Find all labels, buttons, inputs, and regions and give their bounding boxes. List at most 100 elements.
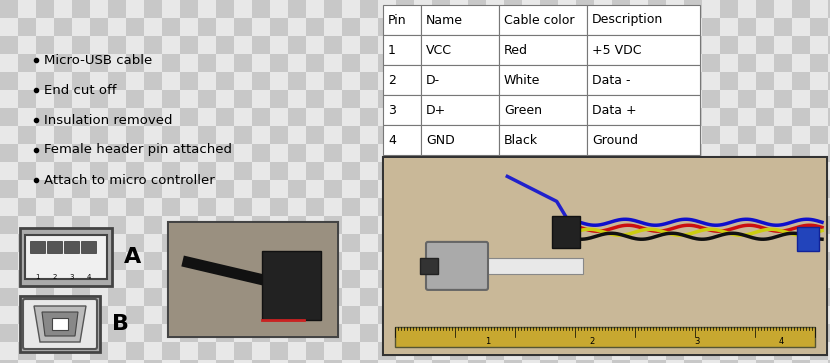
Bar — [720, 144, 738, 162]
Bar — [522, 216, 540, 234]
Bar — [126, 342, 144, 360]
Bar — [180, 324, 198, 342]
Bar — [702, 270, 720, 288]
Bar — [666, 18, 684, 36]
Bar — [648, 54, 666, 72]
Bar — [828, 72, 830, 90]
Bar — [54, 324, 72, 342]
Bar — [144, 90, 162, 108]
Bar — [432, 360, 450, 363]
Bar — [540, 324, 558, 342]
Bar — [72, 108, 90, 126]
Bar — [270, 342, 288, 360]
Bar — [288, 324, 306, 342]
Bar — [126, 324, 144, 342]
Bar — [18, 36, 36, 54]
Bar — [522, 162, 540, 180]
Text: Ground: Ground — [592, 134, 638, 147]
Bar — [756, 180, 774, 198]
Bar — [216, 162, 234, 180]
Bar — [108, 72, 126, 90]
Bar — [432, 162, 450, 180]
Bar — [180, 90, 198, 108]
Bar — [126, 306, 144, 324]
Bar — [450, 36, 468, 54]
Bar — [774, 234, 792, 252]
Bar — [306, 72, 324, 90]
Bar — [18, 252, 36, 270]
Bar — [499, 5, 587, 35]
Bar — [594, 162, 612, 180]
Bar — [468, 342, 486, 360]
Bar — [72, 54, 90, 72]
Bar — [216, 54, 234, 72]
Bar — [504, 288, 522, 306]
Bar — [180, 288, 198, 306]
Bar — [810, 198, 828, 216]
Bar — [540, 234, 558, 252]
Bar — [72, 126, 90, 144]
Text: 3: 3 — [388, 103, 396, 117]
Bar — [504, 360, 522, 363]
Bar — [648, 234, 666, 252]
Bar — [0, 126, 18, 144]
Bar — [54, 216, 72, 234]
Bar — [360, 162, 378, 180]
Bar — [486, 144, 504, 162]
Bar — [324, 360, 342, 363]
Bar — [270, 360, 288, 363]
Bar — [306, 342, 324, 360]
Bar — [774, 216, 792, 234]
Bar — [432, 144, 450, 162]
Bar — [216, 0, 234, 18]
Bar — [360, 180, 378, 198]
Bar — [576, 90, 594, 108]
Bar — [792, 90, 810, 108]
Bar — [270, 198, 288, 216]
Bar — [324, 288, 342, 306]
Bar — [90, 144, 108, 162]
Text: Name: Name — [426, 13, 463, 26]
Bar — [792, 270, 810, 288]
Bar — [756, 234, 774, 252]
Bar — [144, 216, 162, 234]
Bar — [810, 108, 828, 126]
Bar — [198, 90, 216, 108]
Bar — [666, 306, 684, 324]
Bar — [648, 252, 666, 270]
Polygon shape — [34, 306, 86, 342]
Bar — [54, 306, 72, 324]
Bar — [558, 342, 576, 360]
Bar — [684, 270, 702, 288]
Bar — [486, 234, 504, 252]
Bar — [108, 36, 126, 54]
Bar — [198, 126, 216, 144]
Bar — [558, 126, 576, 144]
Bar — [18, 126, 36, 144]
Bar — [324, 270, 342, 288]
Bar — [64, 241, 79, 253]
Bar — [810, 342, 828, 360]
Bar — [18, 234, 36, 252]
Bar — [72, 36, 90, 54]
Bar — [306, 108, 324, 126]
Bar — [342, 270, 360, 288]
Bar — [486, 216, 504, 234]
Bar — [198, 72, 216, 90]
Bar — [198, 252, 216, 270]
Bar — [252, 288, 270, 306]
Bar — [522, 18, 540, 36]
Bar — [648, 324, 666, 342]
Bar — [180, 162, 198, 180]
Text: Data -: Data - — [592, 73, 631, 86]
Bar — [72, 198, 90, 216]
Bar — [774, 144, 792, 162]
Bar — [378, 36, 396, 54]
Bar — [90, 342, 108, 360]
Bar — [587, 5, 700, 35]
Bar — [432, 288, 450, 306]
Bar — [324, 126, 342, 144]
Bar — [684, 342, 702, 360]
Bar — [738, 72, 756, 90]
Bar — [504, 144, 522, 162]
